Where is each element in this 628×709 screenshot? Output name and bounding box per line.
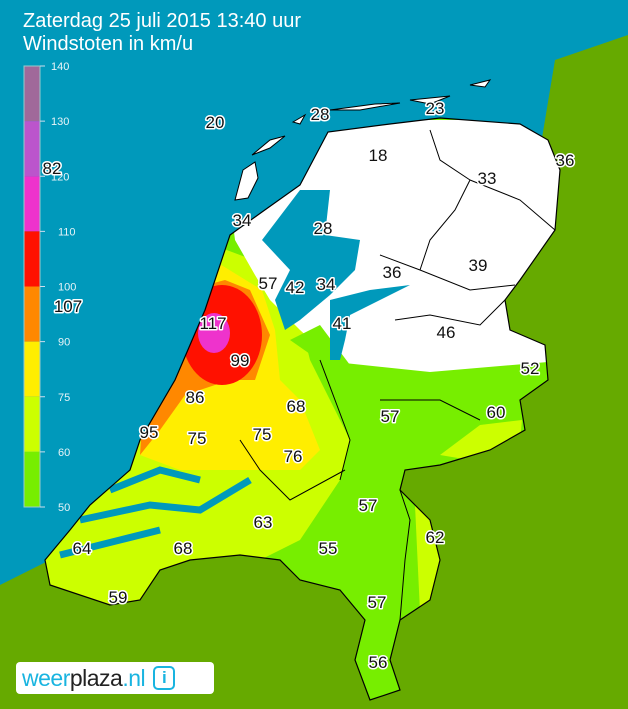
legend-tick: 60 <box>58 447 70 459</box>
station-value: 36 <box>383 263 402 282</box>
station-value: 60 <box>487 403 506 422</box>
legend-tick: 90 <box>58 337 70 349</box>
legend-band <box>24 66 40 122</box>
station-value: 23 <box>426 99 445 118</box>
info-icon[interactable]: i <box>153 666 176 690</box>
weerplaza-logo[interactable]: weer plaza .nl i <box>16 662 214 694</box>
station-value: 82 <box>43 159 62 178</box>
station-value: 57 <box>259 274 278 293</box>
legend-tick: 120 <box>51 171 69 183</box>
station-value: 63 <box>254 513 273 532</box>
station-value: 99 <box>231 351 250 370</box>
station-value: 28 <box>314 219 333 238</box>
legend-band <box>24 231 40 287</box>
station-value: 57 <box>359 496 378 515</box>
station-value: 33 <box>478 169 497 188</box>
station-value: 20 <box>206 113 225 132</box>
neighbouring-land <box>0 35 628 709</box>
station-value: 75 <box>253 425 272 444</box>
station-value: 95 <box>140 423 159 442</box>
station-value: 52 <box>521 359 540 378</box>
legend-tick: 50 <box>58 502 70 514</box>
station-value: 36 <box>556 151 575 170</box>
legend-tick: 100 <box>58 282 76 294</box>
legend-tick: 75 <box>58 392 70 404</box>
station-value: 28 <box>311 105 330 124</box>
station-value: 57 <box>381 407 400 426</box>
station-value: 56 <box>369 653 388 672</box>
station-value: 86 <box>186 388 205 407</box>
province-borders <box>239 129 556 621</box>
station-value: 39 <box>469 256 488 275</box>
legend-tick: 140 <box>51 61 69 73</box>
wadden-islands <box>234 79 492 201</box>
station-value: 76 <box>284 447 303 466</box>
station-value: 117 <box>199 314 226 333</box>
legend-band <box>24 451 40 507</box>
station-value: 55 <box>319 539 338 558</box>
legend-tick: 130 <box>51 116 69 128</box>
legend-band <box>24 176 40 232</box>
station-value: 18 <box>369 146 388 165</box>
station-value: 68 <box>174 539 193 558</box>
station-labels: 20 28 23 18 36 33 82 34 28 57 42 34 36 39 107 117 41 46 99… <box>41 98 576 674</box>
station-value: 34 <box>233 211 252 230</box>
legend-band <box>24 396 40 452</box>
station-value: 46 <box>437 323 456 342</box>
station-value: 107 <box>54 297 82 316</box>
station-value: 68 <box>287 397 306 416</box>
legend-band <box>24 341 40 397</box>
logo-part-plaza: plaza <box>69 664 123 691</box>
legend-band <box>24 121 40 177</box>
station-value: 57 <box>368 593 387 612</box>
legend-band <box>24 286 40 342</box>
logo-part-weer: weer <box>22 664 70 691</box>
station-value: 62 <box>426 528 445 547</box>
map-datetime: Zaterdag 25 juli 2015 13:40 uur <box>23 10 301 32</box>
station-value: 42 <box>286 278 305 297</box>
legend-colorbar: 140 130 120 110 100 90 75 60 50 <box>23 61 76 514</box>
station-value: 64 <box>73 539 92 558</box>
station-value: 41 <box>333 314 352 333</box>
station-value: 59 <box>109 588 128 607</box>
station-value: 75 <box>188 429 207 448</box>
station-value: 34 <box>317 275 336 294</box>
logo-part-nl: .nl <box>122 664 146 691</box>
legend-tick: 110 <box>58 226 76 238</box>
map-subtitle: Windstoten in km/u <box>23 33 194 55</box>
